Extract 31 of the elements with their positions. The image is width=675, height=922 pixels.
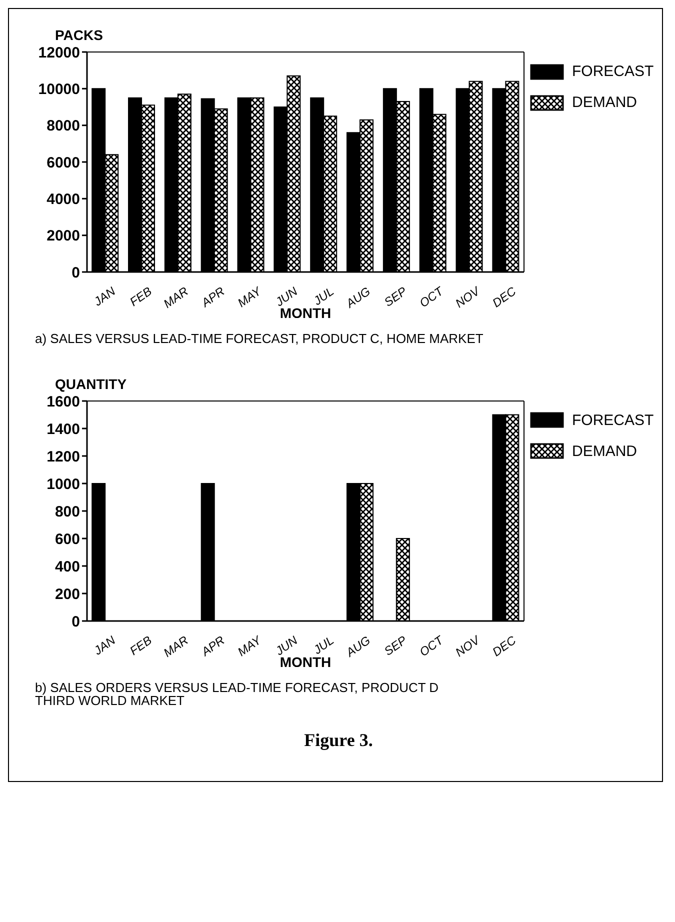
- legend-label: DEMAND: [572, 94, 638, 111]
- legend-label: FORECAST: [572, 63, 654, 80]
- y-tick-label: 1600: [46, 392, 80, 410]
- y-tick-label: 200: [54, 585, 80, 602]
- y-tick-label: 10000: [38, 80, 80, 98]
- y-tick-label: 8000: [46, 118, 80, 135]
- y-tick-label: 6000: [46, 154, 80, 172]
- x-tick-label: FEB: [127, 632, 154, 658]
- y-tick-label: 1000: [46, 475, 80, 492]
- x-tick-label: SEP: [382, 632, 410, 658]
- text: b) SALES ORDERS VERSUS LEAD-TIME FORECAST, PRODUCT D THIRD WORLD MARKET: [35, 680, 440, 708]
- legend-label: DEMAND: [572, 442, 638, 460]
- y-tick-label: 600: [54, 530, 80, 548]
- y-tick-label: 1400: [46, 420, 80, 438]
- y-tick-label: 1200: [46, 448, 80, 465]
- text: a) SALES VERSUS LEAD-TIME FORECAST, PRODUCT C, HOME MARKET: [35, 331, 484, 346]
- y-tick-label: 800: [54, 502, 80, 520]
- caption: Figure 3.: [303, 730, 374, 751]
- legend-label: FORECAST: [572, 412, 654, 429]
- y-axis-title: QUANTITY: [55, 376, 128, 392]
- y-tick-label: 12000: [38, 44, 80, 62]
- y-tick-label: 0: [72, 612, 80, 630]
- y-tick-label: 400: [54, 558, 80, 575]
- y-axis-title: PACKS: [55, 27, 104, 43]
- y-tick-label: 0: [72, 264, 80, 282]
- x-tick-label: JAN: [90, 632, 118, 658]
- y-tick-label: 4000: [46, 190, 80, 208]
- x-tick-label: JAN: [90, 284, 118, 310]
- x-tick-label: FEB: [127, 284, 154, 310]
- y-tick-label: 2000: [46, 228, 80, 245]
- x-tick-label: SEP: [382, 284, 410, 310]
